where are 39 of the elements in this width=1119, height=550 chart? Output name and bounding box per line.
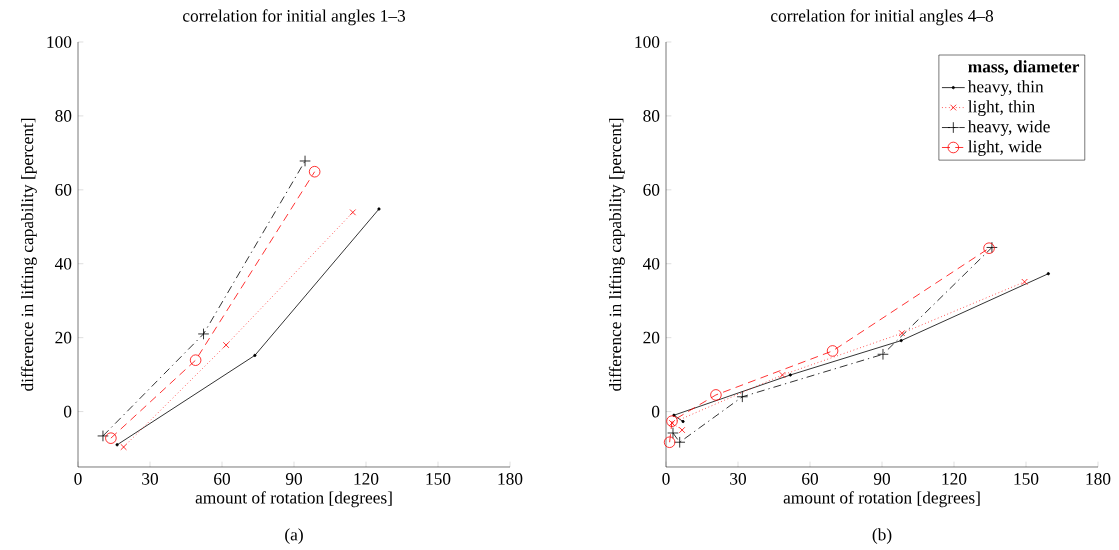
x-axis-title: amount of rotation [degrees] [195,491,392,508]
y-tick-label: 100 [47,36,72,48]
legend-label: light, thin [968,100,1035,117]
y-tick-label: 80 [643,110,660,122]
y-tick-label: 40 [642,258,660,270]
x-tick-label: 120 [942,473,967,485]
text: (a) [285,528,303,545]
x-tick-label: 60 [802,473,819,485]
y-axis-title: difference in lifting capability [percent] [20,118,37,391]
y-tick-label: 100 [635,36,660,48]
x-tick-label: 90 [873,473,891,485]
x-tick-label: 0 [74,473,82,485]
y-tick-label: 60 [55,184,72,196]
legend-title: mass, diameter [968,60,1080,76]
y-tick-label: 20 [643,331,660,344]
chart-title: correlation for initial angles 4–8 [771,9,994,26]
text: (b) [872,528,892,545]
y-tick-label: 0 [63,405,72,418]
x-tick-label: 90 [285,473,303,485]
y-axis-title: difference in lifting capability [percent] [608,118,625,391]
legend-label: light, wide [968,140,1042,157]
x-axis-title: amount of rotation [degrees] [783,491,980,508]
x-tick-label: 150 [426,473,451,485]
x-tick-label: 180 [1086,473,1111,485]
y-tick-label: 80 [55,110,72,122]
chart-title: correlation for initial angles 1–3 [183,9,406,26]
x-tick-label: 180 [498,473,523,485]
legend-label: heavy, wide [967,120,1050,137]
x-tick-label: 30 [730,473,747,485]
y-tick-label: 40 [54,258,72,270]
x-tick-label: 0 [662,473,670,485]
x-tick-label: 30 [142,473,159,485]
x-tick-label: 60 [214,473,231,485]
x-tick-label: 150 [1014,473,1039,485]
y-tick-label: 60 [643,184,660,196]
y-tick-label: 20 [55,331,72,344]
x-tick-label: 120 [354,473,379,485]
y-tick-label: 0 [651,405,660,418]
legend-label: heavy, thin [967,80,1044,97]
